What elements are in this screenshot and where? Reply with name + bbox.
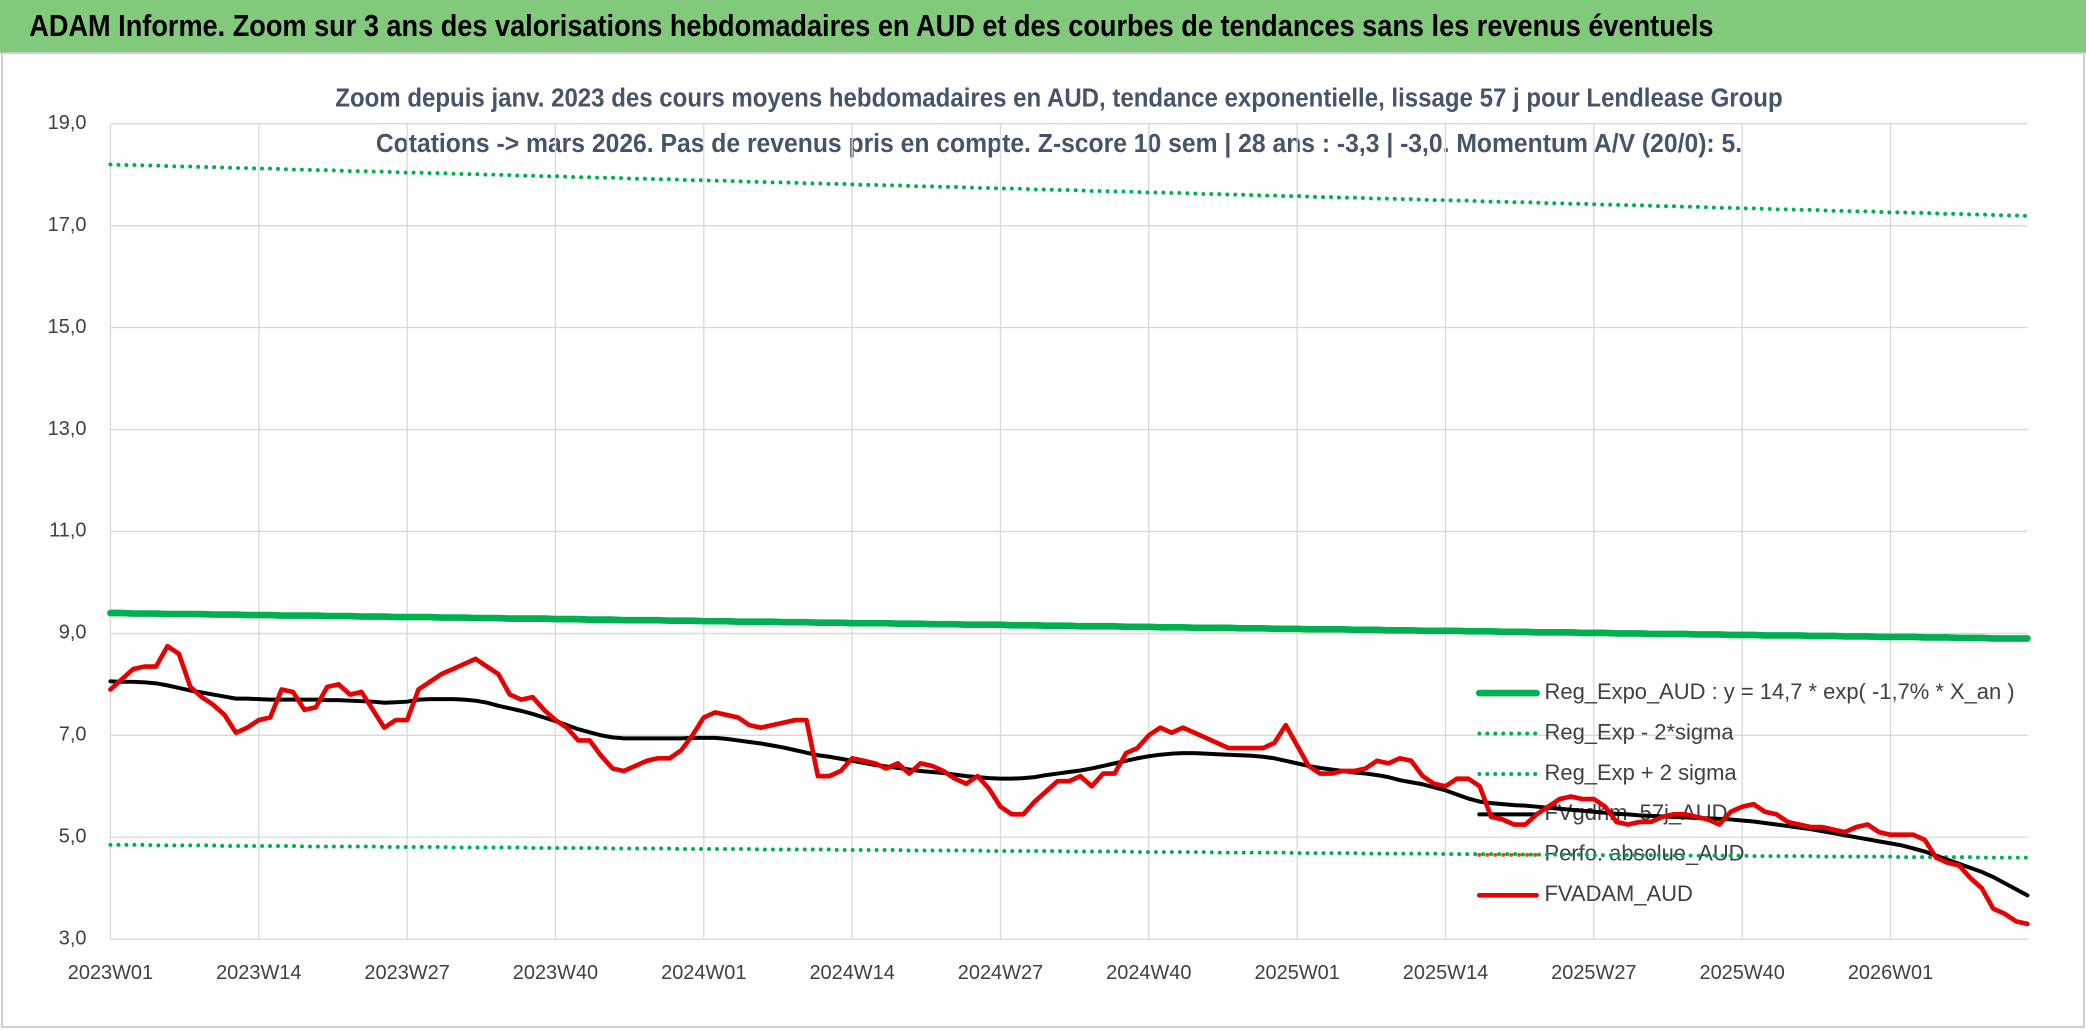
y-tick-label: 17,0: [48, 214, 87, 236]
y-tick-label: 19,0: [48, 112, 87, 134]
x-tick-label: 2024W01: [661, 962, 746, 984]
x-tick-label: 2024W40: [1106, 962, 1191, 984]
y-tick-label: 11,0: [49, 520, 86, 542]
x-tick-label: 2026W01: [1848, 962, 1933, 984]
legend-label: Reg_Expo_AUD : y = 14,7 * exp( -1,7% * X…: [1545, 679, 2015, 704]
y-tick-label: 13,0: [48, 418, 87, 440]
header-bar: [0, 0, 2086, 54]
legend-label: Reg_Exp + 2 sigma: [1545, 760, 1738, 785]
legend-label: Perfo. absolue_AUD: [1545, 841, 1745, 866]
x-tick-label: 2024W27: [958, 962, 1043, 984]
series-line: [108, 842, 2030, 860]
x-tick-label: 2024W14: [809, 962, 894, 984]
chart-subtitle: Cotations -> mars 2026. Pas de revenus p…: [376, 130, 1742, 158]
y-tick-label: 5,0: [59, 826, 87, 848]
legend-label: FVADAM_AUD: [1545, 881, 1693, 906]
x-tick-label: 2025W14: [1403, 962, 1488, 984]
y-tick-label: 9,0: [59, 622, 87, 644]
x-tick-label: 2025W01: [1254, 962, 1339, 984]
y-tick-label: 15,0: [48, 316, 87, 338]
x-tick-label: 2023W40: [513, 962, 598, 984]
y-tick-label: 3,0: [59, 927, 87, 949]
header-title: ADAM Informe. Zoom sur 3 ans des valoris…: [29, 9, 1713, 43]
y-tick-label: 7,0: [59, 724, 87, 746]
x-tick-label: 2025W27: [1551, 962, 1636, 984]
x-tick-label: 2023W01: [68, 962, 153, 984]
series-line: [108, 162, 2030, 218]
series-line: [107, 609, 2031, 642]
chart-title: Zoom depuis janv. 2023 des cours moyens …: [335, 85, 1782, 113]
x-tick-label: 2023W14: [216, 962, 301, 984]
x-tick-label: 2023W27: [364, 962, 449, 984]
chart-frame: [1, 52, 2085, 1029]
series-line: [108, 643, 2030, 927]
legend-label: Reg_Exp - 2*sigma: [1545, 719, 1735, 744]
x-tick-label: 2025W40: [1699, 962, 1784, 984]
